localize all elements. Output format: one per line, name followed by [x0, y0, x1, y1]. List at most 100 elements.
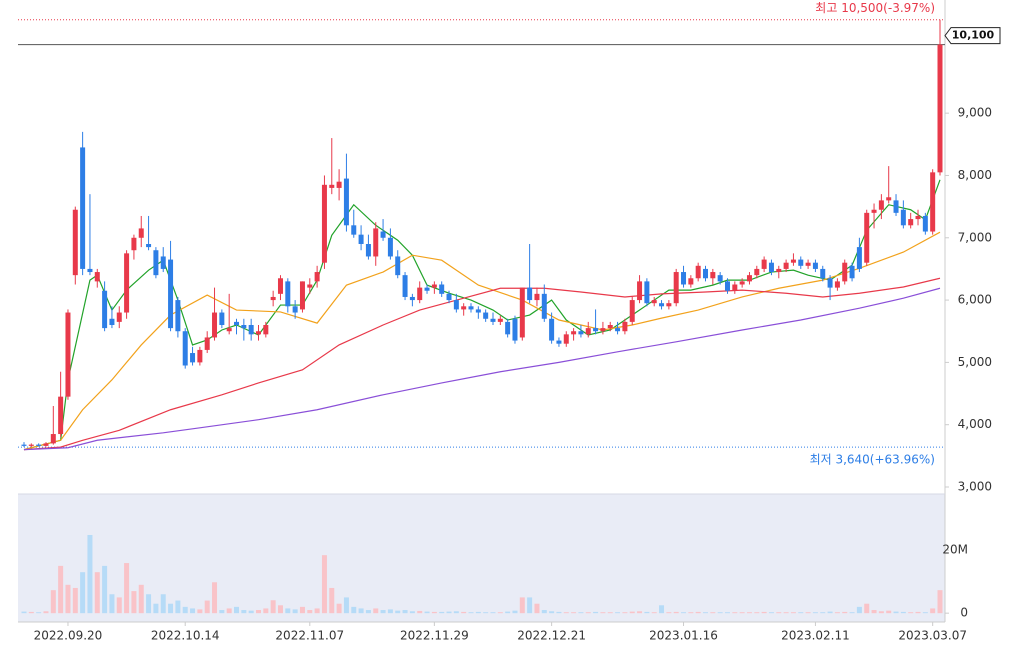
- candle-body: [160, 256, 166, 269]
- candle-body: [461, 306, 467, 310]
- candle-body: [563, 334, 569, 344]
- volume-bar: [336, 603, 342, 614]
- volume-bar: [241, 610, 247, 614]
- volume-bar: [651, 612, 657, 614]
- low-label: 최저 3,640(+63.96%): [810, 453, 935, 467]
- volume-bar: [908, 612, 914, 614]
- volume-bar: [549, 611, 555, 614]
- candle-body: [922, 215, 928, 232]
- volume-bar: [703, 612, 709, 614]
- volume-bar: [380, 610, 386, 614]
- candle-body: [116, 312, 122, 322]
- volume-bar: [365, 610, 371, 614]
- candle-body: [615, 328, 621, 332]
- volume-bar: [593, 611, 599, 614]
- volume-bar: [695, 611, 701, 614]
- volume-bar: [578, 612, 584, 614]
- volume-bar: [475, 611, 481, 614]
- candle-body: [842, 262, 848, 282]
- candle-body: [358, 234, 364, 244]
- volume-bar: [585, 612, 591, 614]
- volume-bar: [146, 594, 152, 614]
- volume-bar: [886, 610, 892, 614]
- volume-bar: [270, 600, 276, 614]
- volume-bar: [453, 611, 459, 614]
- volume-bar: [710, 612, 716, 614]
- y-tick-label: 5,000: [958, 355, 992, 369]
- y-tick-label: 6,000: [958, 293, 992, 307]
- candle-body: [527, 287, 533, 301]
- volume-bar: [783, 612, 789, 614]
- volume-bar: [622, 612, 628, 614]
- candle-body: [351, 225, 357, 235]
- candle-body: [417, 287, 423, 301]
- candle-body: [292, 306, 298, 313]
- candle-body: [659, 303, 665, 307]
- volume-bar: [321, 555, 327, 614]
- volume-bar: [299, 606, 305, 614]
- candle-body: [578, 331, 584, 335]
- candle-body: [102, 290, 108, 329]
- candle-body: [644, 281, 650, 304]
- volume-bar: [637, 611, 643, 614]
- candle-body: [219, 312, 225, 325]
- volume-bar: [681, 612, 687, 614]
- candle-body: [94, 272, 100, 282]
- volume-bar: [527, 597, 533, 614]
- candle-body: [695, 265, 701, 279]
- volume-bar: [351, 606, 357, 614]
- candle-body: [395, 256, 401, 276]
- volume-bar: [182, 606, 188, 614]
- candle-body: [768, 262, 774, 273]
- volume-bar: [431, 611, 437, 614]
- volume-bar: [80, 572, 86, 614]
- candle-body: [329, 184, 335, 188]
- volume-bar: [138, 584, 144, 614]
- volume-bar: [219, 610, 225, 614]
- volume-bar: [329, 587, 335, 614]
- volume-tick-label: 20M: [942, 543, 968, 557]
- candle-body: [431, 284, 437, 288]
- candle-body: [241, 325, 247, 329]
- volume-bar: [724, 612, 730, 614]
- volume-bar: [204, 600, 210, 614]
- candle-body: [387, 237, 393, 257]
- candle-body: [50, 434, 56, 444]
- candle-body: [285, 281, 291, 307]
- volume-bar: [153, 603, 159, 614]
- candle-body: [541, 293, 547, 319]
- volume-bar: [761, 611, 767, 614]
- candle-body: [475, 309, 481, 313]
- volume-bar: [226, 608, 232, 614]
- candle-body: [255, 331, 261, 335]
- x-tick-label: 2022.09.20: [34, 629, 103, 643]
- volume-bar: [768, 612, 774, 614]
- volume-bar: [160, 594, 166, 614]
- candle-body: [856, 247, 862, 269]
- candle-body: [724, 281, 730, 291]
- candle-body: [409, 296, 415, 301]
- volume-bar: [58, 565, 64, 614]
- volume-bar: [732, 612, 738, 614]
- candle-body: [732, 284, 738, 291]
- y-tick-label: 7,000: [958, 230, 992, 244]
- volume-bar: [424, 611, 430, 614]
- candle-body: [629, 300, 635, 322]
- volume-bar: [461, 611, 467, 614]
- volume-bar: [50, 590, 56, 614]
- volume-bar: [519, 597, 525, 614]
- candle-body: [146, 244, 152, 248]
- candle-body: [109, 318, 115, 325]
- volume-bar: [856, 606, 862, 614]
- x-tick-label: 2022.11.07: [275, 629, 344, 643]
- volume-bar: [468, 612, 474, 614]
- candle-body: [190, 353, 196, 363]
- candle-body: [497, 318, 503, 322]
- candle-body: [168, 259, 174, 329]
- candle-body: [703, 268, 709, 279]
- volume-bar: [673, 611, 679, 614]
- candle-body: [666, 303, 672, 307]
- x-tick-label: 2022.12.21: [517, 629, 586, 643]
- candle-body: [226, 328, 232, 332]
